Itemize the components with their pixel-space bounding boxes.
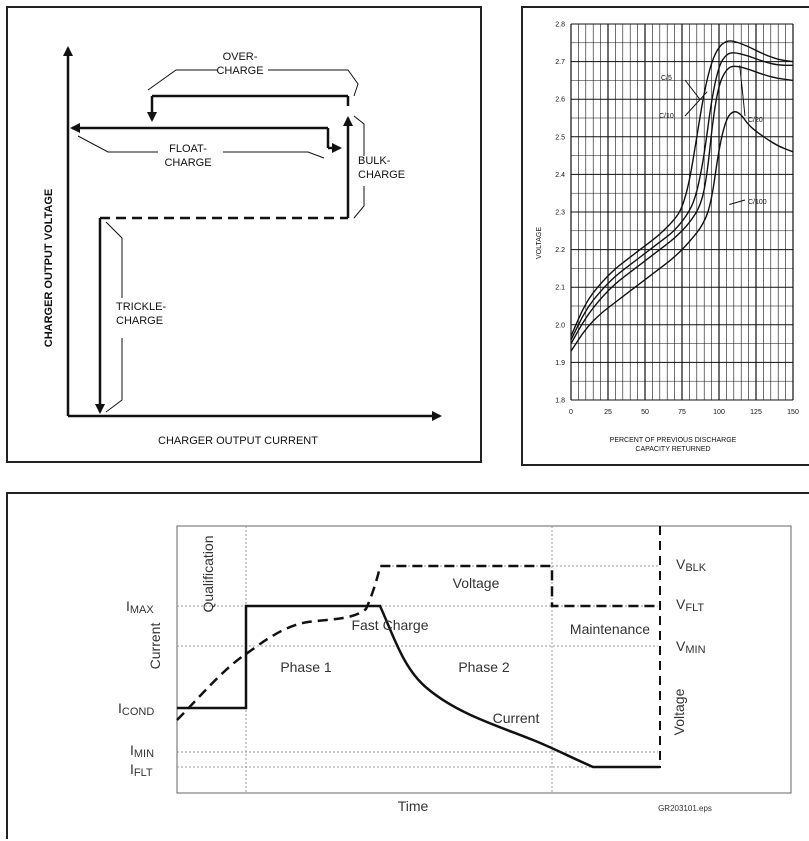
y-axis-label-left: Current xyxy=(147,623,163,670)
y-tick-label: 2.6 xyxy=(555,97,565,104)
series-label-c-100: C/100 xyxy=(748,199,767,206)
region-qualification: Qualification xyxy=(200,535,216,612)
voltage-curve xyxy=(176,564,660,721)
x-axis-label: CHARGER OUTPUT CURRENT xyxy=(158,435,318,447)
x-tick-label: 0 xyxy=(569,409,573,416)
annotation-voltage: Voltage xyxy=(453,575,500,591)
region-phase-2: Phase 2 xyxy=(458,659,510,675)
y-tick-label: 2.8 xyxy=(555,22,565,29)
x-tick-label: 125 xyxy=(750,409,762,416)
y-axis-label: VOLTAGE xyxy=(536,227,543,259)
x-axis-label-line-1: PERCENT OF PREVIOUS DISCHARGE xyxy=(610,437,737,444)
bulk-charge-bracket xyxy=(353,115,365,219)
charge-mode-diagram-panel: CHARGER OUTPUT CURRENT CHARGER OUTPUT VO… xyxy=(6,6,482,463)
annotation-fast-charge: Fast Charge xyxy=(351,617,428,633)
series-line-c-20 xyxy=(570,65,794,344)
series-label-c-20: C/20 xyxy=(748,117,763,124)
overcharge-bracket xyxy=(147,69,359,97)
footnote: GR203101.eps xyxy=(658,804,712,813)
trickle-charge-label-1: TRICKLE- xyxy=(116,301,166,313)
y-axis-label: CHARGER OUTPUT VOLTAGE xyxy=(43,189,55,347)
series-label-leader xyxy=(729,199,746,205)
series-label-leader xyxy=(684,79,701,100)
series-label-leader xyxy=(684,91,708,117)
x-tick-label: 50 xyxy=(641,409,649,416)
charge-mode-diagram: CHARGER OUTPUT CURRENT CHARGER OUTPUT VO… xyxy=(43,46,442,447)
x-tick-label: 25 xyxy=(604,409,612,416)
trickle-charge-bracket xyxy=(105,221,123,413)
grid xyxy=(570,23,794,401)
tick-vmin: VMIN xyxy=(676,638,706,656)
series-lines xyxy=(570,40,794,352)
series-line-c-100 xyxy=(570,111,794,352)
float-charge-label-1: FLOAT- xyxy=(169,143,207,155)
charge-profile-panel: IMAX ICOND IMIN IFLT VBLK VFLT VMIN Curr… xyxy=(6,492,809,839)
overcharge-label-1: OVER- xyxy=(223,51,258,63)
series-label-c-10: C/10 xyxy=(659,113,674,120)
annotation-current: Current xyxy=(493,710,540,726)
series-labels: C/5 C/10 C/20 C/100 xyxy=(659,65,767,206)
overcharge-label-2: CHARGE xyxy=(216,65,263,77)
tick-icond: ICOND xyxy=(118,700,154,718)
series-line-c-5 xyxy=(570,40,794,337)
current-curve xyxy=(177,604,660,769)
region-phase-1: Phase 1 xyxy=(280,659,332,675)
trickle-charge-label-2: CHARGE xyxy=(116,315,163,327)
series-label-c-5: C/5 xyxy=(661,75,672,82)
charge-profile-chart: IMAX ICOND IMIN IFLT VBLK VFLT VMIN Curr… xyxy=(118,525,792,814)
y-tick-label: 2.7 xyxy=(555,59,565,66)
y-tick-label: 2.5 xyxy=(555,134,565,141)
bulk-charge-label-2: CHARGE xyxy=(358,169,405,181)
y-tick-label: 2.1 xyxy=(555,285,565,292)
tick-vflt: VFLT xyxy=(676,596,704,614)
float-charge-bracket xyxy=(77,135,325,159)
plot-frame xyxy=(176,525,792,794)
y-tick-label: 2.4 xyxy=(555,172,565,179)
y-tick-label: 2.2 xyxy=(555,247,565,254)
x-axis-label-line-2: CAPACITY RETURNED xyxy=(635,446,710,453)
x-tick-label: 75 xyxy=(678,409,686,416)
tick-vblk: VBLK xyxy=(676,556,707,574)
y-tick-label: 2.3 xyxy=(555,210,565,217)
tick-iflt: IFLT xyxy=(130,761,153,779)
x-axis-label: Time xyxy=(398,798,429,814)
series-label-leader xyxy=(739,65,746,117)
bulk-charge-label-1: BULK- xyxy=(358,155,391,167)
x-tick-label: 150 xyxy=(787,409,799,416)
series-line-c-10 xyxy=(570,52,793,341)
y-axis-label-right: Voltage xyxy=(671,688,687,735)
tick-labels: 0 25 50 75 100 125 150 1.8 1.9 2.0 2.1 2.2 2.3 2.4 2.5… xyxy=(555,22,799,417)
voltage-capacity-panel: 0 25 50 75 100 125 150 1.8 1.9 2.0 2.1 2.2 2.3 2.4 2.5… xyxy=(521,6,809,466)
tick-imin: IMIN xyxy=(130,742,154,760)
x-tick-label: 100 xyxy=(713,409,725,416)
y-tick-label: 2.0 xyxy=(555,322,565,329)
tick-imax: IMAX xyxy=(126,598,154,616)
y-tick-label: 1.8 xyxy=(555,398,565,405)
voltage-capacity-chart: 0 25 50 75 100 125 150 1.8 1.9 2.0 2.1 2.2 2.3 2.4 2.5… xyxy=(536,22,799,454)
region-maintenance: Maintenance xyxy=(570,621,650,637)
float-charge-label-2: CHARGE xyxy=(164,157,211,169)
y-tick-label: 1.9 xyxy=(555,360,565,367)
